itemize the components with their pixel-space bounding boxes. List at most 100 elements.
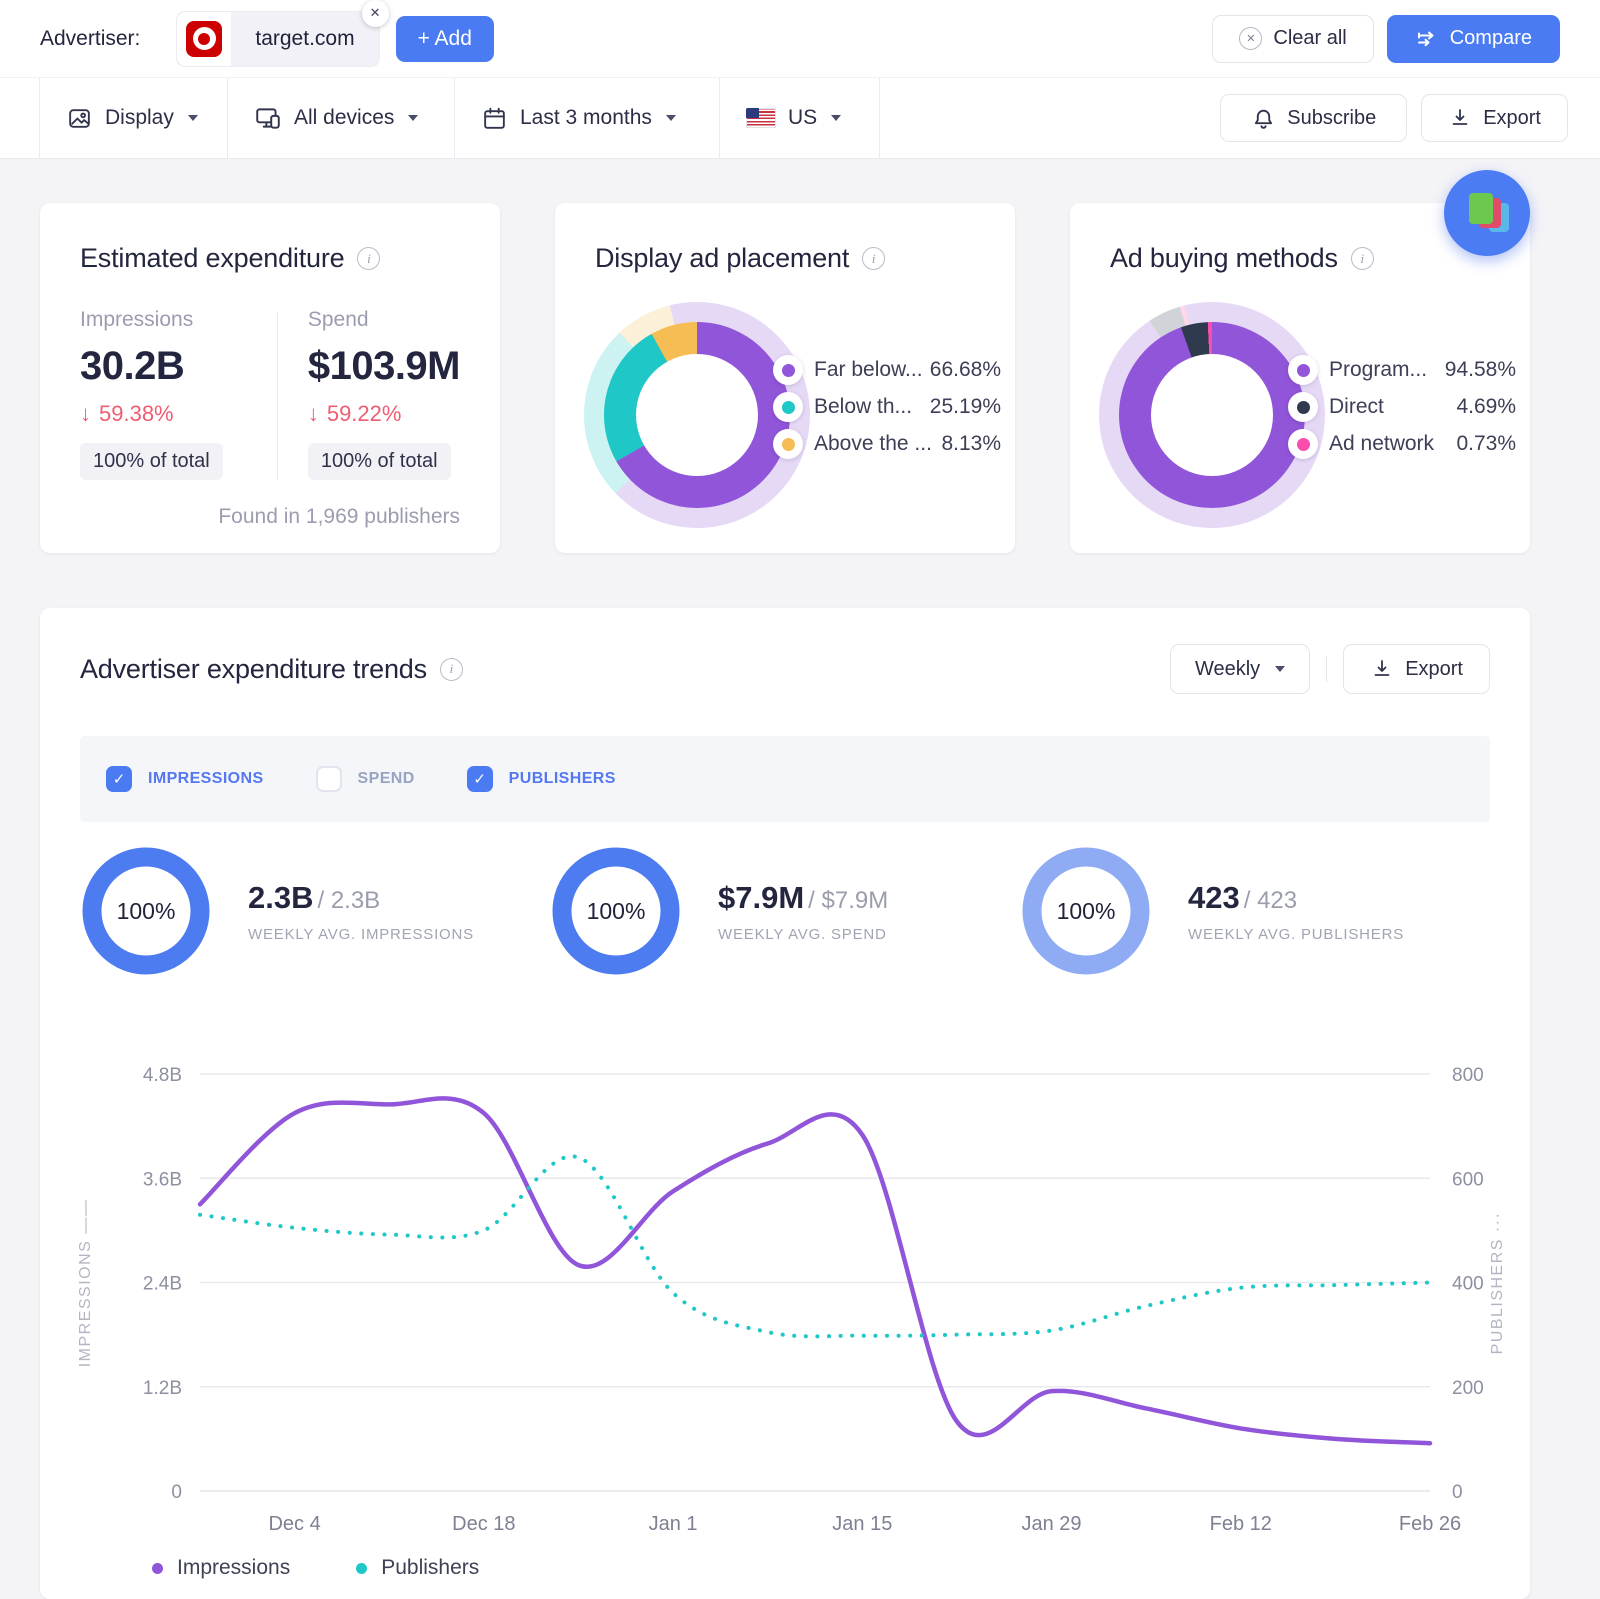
stat-impressions: 100% 2.3B/ 2.3B WEEKLY AVG. IMPRESSIONS <box>80 845 550 977</box>
chart-legend: Impressions Publishers <box>152 1556 479 1580</box>
svg-text:4.8B: 4.8B <box>143 1065 182 1086</box>
estimated-expenditure-card: Estimated expenditure i Impressions 30.2… <box>40 203 500 553</box>
legend-dot <box>1296 437 1310 451</box>
advertiser-label: Advertiser: <box>40 26 141 50</box>
trends-export-button[interactable]: Export <box>1343 644 1490 694</box>
download-icon <box>1374 660 1390 676</box>
toggle-impressions[interactable]: ✓ IMPRESSIONS <box>106 766 264 792</box>
legend-item: Direct 4.69% <box>1288 392 1516 422</box>
checkbox-checked-icon: ✓ <box>106 766 132 792</box>
calendar-icon <box>484 107 505 129</box>
legend-item: Far below... 66.68% <box>773 355 1001 385</box>
devices-icon <box>256 108 280 129</box>
divider <box>0 78 40 158</box>
chevron-down-icon <box>408 115 419 121</box>
advertiser-chip[interactable]: target.com ✕ <box>176 0 389 67</box>
chevron-down-icon <box>187 115 198 121</box>
impressions-change: ↓ 59.38% <box>80 401 174 426</box>
svg-text:Feb 26: Feb 26 <box>1399 1513 1461 1535</box>
legend-item: Below th... 25.19% <box>773 392 1001 422</box>
svg-text:3.6B: 3.6B <box>143 1169 182 1190</box>
download-icon <box>1452 109 1468 125</box>
export-button[interactable]: Export <box>1421 94 1568 142</box>
ad-type-filter[interactable]: Display <box>40 78 228 158</box>
clear-icon: ✕ <box>1239 27 1263 50</box>
svg-text:IMPRESSIONS ——: IMPRESSIONS —— <box>77 1199 94 1368</box>
svg-text:PUBLISHERS ···: PUBLISHERS ··· <box>1489 1212 1506 1355</box>
progress-ring: 100% <box>1020 845 1152 977</box>
country-filter[interactable]: US <box>720 78 880 158</box>
stat-spend: 100% $7.9M / $7.9M WEEKLY AVG. SPEND <box>550 845 1020 977</box>
card-title: Display ad placement <box>595 243 850 273</box>
granularity-dropdown[interactable]: Weekly <box>1169 644 1311 694</box>
impressions-value: 30.2B <box>80 344 185 388</box>
spend-share-badge: 100% of total <box>307 443 451 480</box>
filter-bar: Display All devices Last 3 months US Sub… <box>0 77 1600 159</box>
svg-text:400: 400 <box>1452 1274 1484 1295</box>
svg-text:Jan 29: Jan 29 <box>1022 1513 1082 1535</box>
subscribe-button[interactable]: Subscribe <box>1220 94 1408 142</box>
publishers-footnote: Found in 1,969 publishers <box>218 505 460 528</box>
legend-dot <box>152 1562 163 1574</box>
series-toggle-bar: ✓ IMPRESSIONS SPEND ✓ PUBLISHERS <box>80 736 1490 822</box>
arrow-down-icon: ↓ <box>307 401 319 426</box>
impressions-label: Impressions <box>80 308 194 331</box>
stat-publishers: 100% 423/ 423 WEEKLY AVG. PUBLISHERS <box>1020 845 1490 977</box>
chevron-down-icon <box>831 115 842 121</box>
impressions-share-badge: 100% of total <box>80 443 223 480</box>
info-icon[interactable]: i <box>862 247 886 270</box>
weekly-average-stats: 100% 2.3B/ 2.3B WEEKLY AVG. IMPRESSIONS … <box>80 845 1490 977</box>
info-icon[interactable]: i <box>357 247 381 270</box>
us-flag-icon <box>746 108 776 128</box>
progress-ring: 100% <box>550 845 682 977</box>
legend-item: Above the ... 8.13% <box>773 429 1001 459</box>
bell-icon <box>1255 109 1273 129</box>
legend-dot <box>356 1562 368 1574</box>
remove-advertiser-button[interactable]: ✕ <box>361 0 389 27</box>
info-icon[interactable]: i <box>1350 247 1374 270</box>
donut-legend: Far below... 66.68% Below th... 25.19% A… <box>773 355 1001 466</box>
clear-all-button[interactable]: ✕ Clear all <box>1212 14 1374 63</box>
checkbox-checked-icon: ✓ <box>466 766 493 792</box>
display-ad-icon <box>69 108 90 128</box>
legend-publishers[interactable]: Publishers <box>356 1556 479 1580</box>
chevron-down-icon <box>1275 666 1286 672</box>
divider <box>1326 656 1328 682</box>
legend-item: Ad network 0.73% <box>1288 429 1516 459</box>
spend-label: Spend <box>307 308 369 331</box>
legend-dot <box>781 363 795 377</box>
info-icon[interactable]: i <box>439 657 463 681</box>
add-advertiser-button[interactable]: + Add <box>395 15 494 62</box>
svg-text:1.2B: 1.2B <box>143 1378 182 1399</box>
divider <box>276 312 278 480</box>
card-title: Ad buying methods <box>1110 243 1338 273</box>
legend-dot <box>1296 400 1310 414</box>
legend-impressions[interactable]: Impressions <box>152 1556 290 1580</box>
compare-button[interactable]: Compare <box>1386 14 1560 63</box>
svg-text:Feb 12: Feb 12 <box>1210 1513 1272 1535</box>
devices-filter[interactable]: All devices <box>228 78 455 158</box>
placement-donut-chart[interactable] <box>604 322 790 508</box>
svg-text:Dec 18: Dec 18 <box>452 1513 515 1535</box>
toggle-publishers[interactable]: ✓ PUBLISHERS <box>466 766 616 792</box>
date-range-filter[interactable]: Last 3 months <box>455 78 720 158</box>
svg-text:Jan 1: Jan 1 <box>649 1513 698 1535</box>
progress-ring: 100% <box>80 845 212 977</box>
compare-icon <box>1417 31 1434 46</box>
display-ad-placement-card: Display ad placement i Far below... 66.6… <box>555 203 1015 553</box>
svg-text:600: 600 <box>1452 1169 1484 1190</box>
checkbox-unchecked-icon <box>315 766 342 792</box>
advertiser-domain: target.com <box>255 26 355 50</box>
toggle-spend[interactable]: SPEND <box>315 766 415 792</box>
ad-buying-methods-card: Ad buying methods i Program... 94.58% Di… <box>1070 203 1530 553</box>
buying-methods-donut-chart[interactable] <box>1119 322 1305 508</box>
floating-widget-button[interactable] <box>1444 170 1530 256</box>
arrow-down-icon: ↓ <box>80 401 91 426</box>
trend-line-chart[interactable]: 0 0 1.2B 200 2.4B 400 3.6B 600 4.8B 800 IMPRESSION… <box>40 1033 1530 1593</box>
card-title: Estimated expenditure <box>80 243 345 273</box>
svg-text:0: 0 <box>171 1482 182 1503</box>
svg-text:0: 0 <box>1452 1482 1463 1503</box>
trends-title: Advertiser expenditure trends <box>80 653 427 684</box>
svg-text:200: 200 <box>1452 1378 1484 1399</box>
